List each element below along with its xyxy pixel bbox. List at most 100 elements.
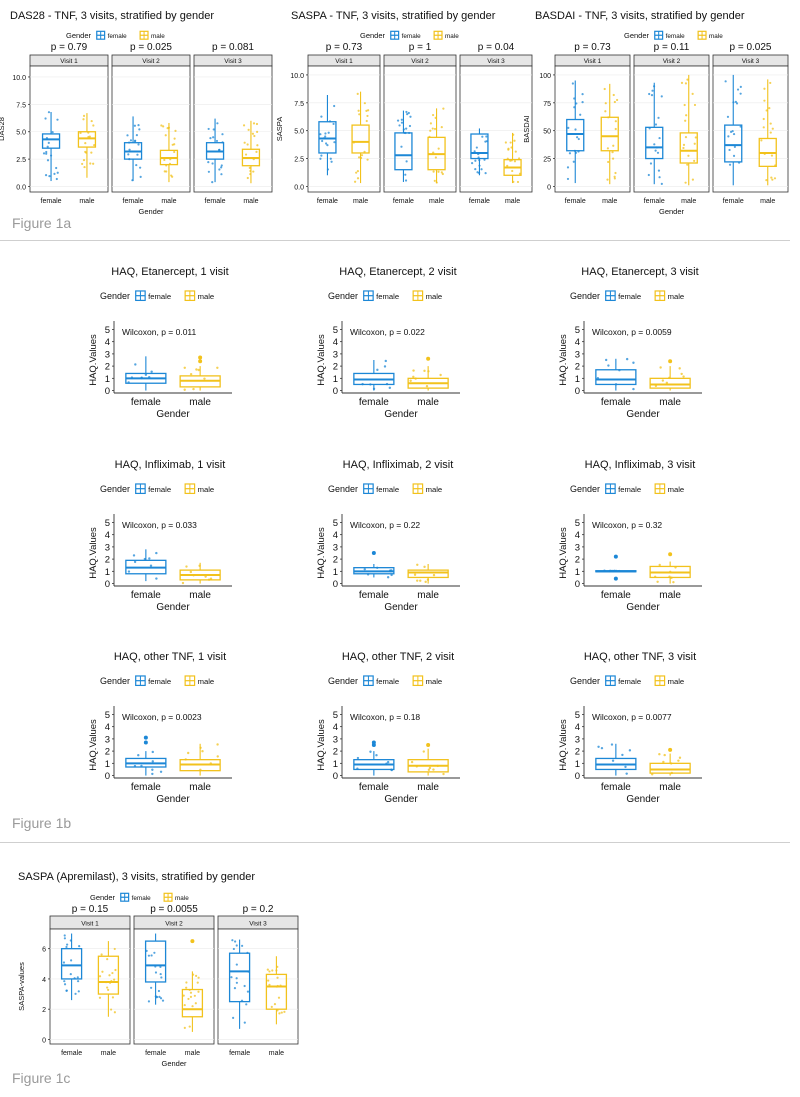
jitter-point bbox=[437, 170, 440, 173]
jitter-point bbox=[367, 109, 370, 112]
jitter-point bbox=[604, 102, 607, 105]
box-female bbox=[318, 94, 337, 176]
y-axis-label: HAQ.Values bbox=[88, 334, 99, 386]
box-male bbox=[407, 356, 449, 391]
outlier-point bbox=[143, 740, 148, 745]
jitter-point bbox=[478, 159, 481, 162]
jitter-point bbox=[320, 154, 323, 157]
y-tick-label: 50 bbox=[543, 129, 551, 136]
jitter-point bbox=[674, 566, 677, 569]
jitter-point bbox=[129, 139, 133, 142]
jitter-point bbox=[390, 573, 393, 577]
jitter-point bbox=[235, 977, 238, 980]
x-tick-label: female bbox=[205, 198, 226, 205]
jitter-point bbox=[217, 148, 221, 152]
box-male bbox=[649, 552, 691, 584]
panel-frame bbox=[111, 65, 191, 193]
jitter-point bbox=[404, 179, 408, 182]
y-tick-label: 0 bbox=[105, 386, 110, 397]
box-female bbox=[470, 128, 489, 176]
jitter-point bbox=[278, 1012, 281, 1015]
jitter-point bbox=[649, 162, 653, 165]
jitter-point bbox=[375, 753, 378, 757]
jitter-point bbox=[165, 164, 168, 167]
x-tick-label: male bbox=[161, 198, 176, 205]
jitter-point bbox=[360, 156, 363, 160]
box-male bbox=[503, 132, 522, 184]
jitter-point bbox=[769, 131, 772, 134]
jitter-point bbox=[356, 169, 360, 173]
jitter-point bbox=[327, 131, 330, 134]
jitter-point bbox=[49, 154, 53, 157]
jitter-point bbox=[42, 152, 46, 155]
y-axis-label: DAS28 bbox=[0, 117, 6, 141]
x-tick-label: male bbox=[681, 198, 696, 205]
x-tick-label: female bbox=[41, 198, 62, 205]
jitter-point bbox=[134, 363, 137, 366]
outlier-point bbox=[613, 576, 618, 581]
y-axis-label: HAQ.Values bbox=[558, 527, 569, 579]
jitter-point bbox=[442, 772, 445, 776]
chart-title: HAQ, other TNF, 1 visit bbox=[114, 651, 226, 663]
box-female bbox=[144, 933, 167, 1005]
jitter-point bbox=[84, 150, 87, 153]
jitter-point bbox=[255, 150, 258, 154]
jitter-point bbox=[231, 939, 234, 942]
jitter-point bbox=[574, 151, 578, 154]
p-value-label: p = 0.04 bbox=[478, 42, 515, 53]
legend-label-male: male bbox=[198, 485, 215, 494]
p-value-label: p = 0.081 bbox=[212, 42, 254, 53]
y-tick-label: 0 bbox=[333, 771, 338, 782]
jitter-point bbox=[434, 156, 437, 159]
legend-title: Gender bbox=[66, 31, 92, 40]
y-tick-label: 3 bbox=[333, 542, 338, 553]
y-tick-label: 0 bbox=[575, 579, 580, 590]
jitter-point bbox=[574, 128, 577, 131]
jitter-point bbox=[475, 146, 478, 149]
jitter-point bbox=[656, 580, 659, 583]
jitter-point bbox=[400, 118, 403, 121]
jitter-point bbox=[610, 569, 614, 573]
jitter-point bbox=[682, 143, 686, 146]
legend-label-female: female bbox=[402, 33, 422, 40]
jitter-point bbox=[648, 127, 651, 130]
jitter-point bbox=[385, 382, 389, 386]
jitter-point bbox=[773, 177, 777, 180]
jitter-point bbox=[353, 180, 357, 183]
jitter-point bbox=[432, 151, 435, 154]
jitter-point bbox=[771, 127, 774, 130]
jitter-point bbox=[768, 107, 771, 110]
facet-strip-label: Visit 3 bbox=[224, 58, 242, 65]
jitter-point bbox=[168, 162, 172, 165]
jitter-point bbox=[405, 127, 408, 130]
jitter-point bbox=[365, 119, 368, 123]
y-tick-label: 4 bbox=[333, 337, 338, 348]
jitter-point bbox=[613, 175, 616, 178]
jitter-point bbox=[691, 92, 694, 95]
p-value-label: p = 0.79 bbox=[51, 42, 88, 53]
facet-strip-label: Visit 3 bbox=[742, 58, 760, 65]
jitter-point bbox=[480, 168, 483, 171]
y-tick-label: 1 bbox=[575, 567, 580, 578]
wilcoxon-annotation: Wilcoxon, p = 0.0059 bbox=[592, 327, 672, 337]
jitter-point bbox=[648, 92, 651, 96]
y-tick-label: 2 bbox=[105, 362, 110, 373]
jitter-point bbox=[760, 139, 763, 142]
jitter-point bbox=[383, 365, 387, 368]
x-tick-label: male bbox=[505, 198, 520, 205]
y-tick-label: 1 bbox=[575, 759, 580, 770]
jitter-point bbox=[113, 1011, 116, 1014]
legend-label-male: male bbox=[426, 292, 443, 301]
legend-label-female: female bbox=[148, 677, 171, 686]
y-tick-label: 4 bbox=[333, 722, 338, 733]
jitter-point bbox=[385, 762, 388, 765]
jitter-point bbox=[216, 122, 219, 125]
jitter-point bbox=[658, 136, 661, 140]
jitter-point bbox=[268, 970, 271, 973]
box-male bbox=[427, 107, 446, 184]
jitter-point bbox=[100, 953, 103, 956]
y-axis-label: BASDAI bbox=[522, 115, 531, 143]
jitter-point bbox=[612, 93, 615, 97]
jitter-point bbox=[251, 132, 255, 135]
jitter-point bbox=[158, 995, 161, 999]
